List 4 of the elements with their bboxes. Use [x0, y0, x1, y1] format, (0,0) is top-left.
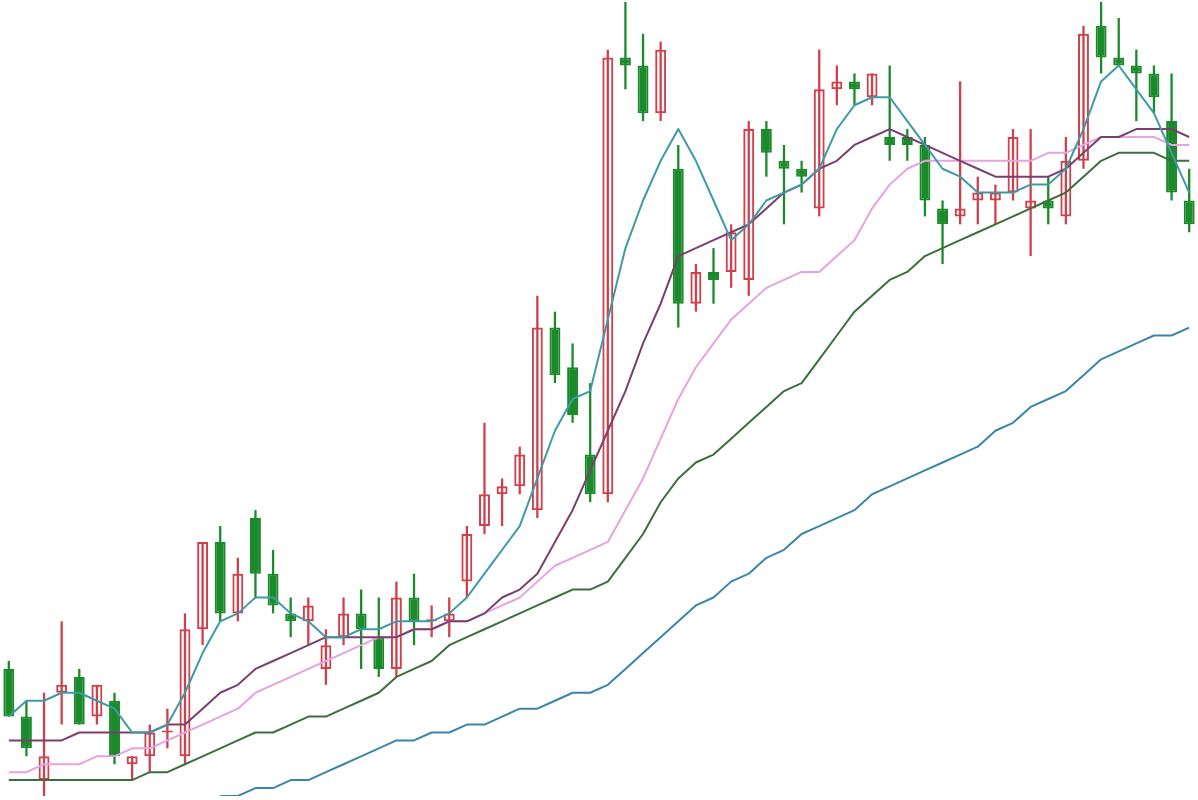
candlestick	[848, 73, 860, 106]
candlestick	[619, 2, 631, 90]
candlestick	[708, 248, 719, 304]
candlestick	[937, 200, 949, 265]
